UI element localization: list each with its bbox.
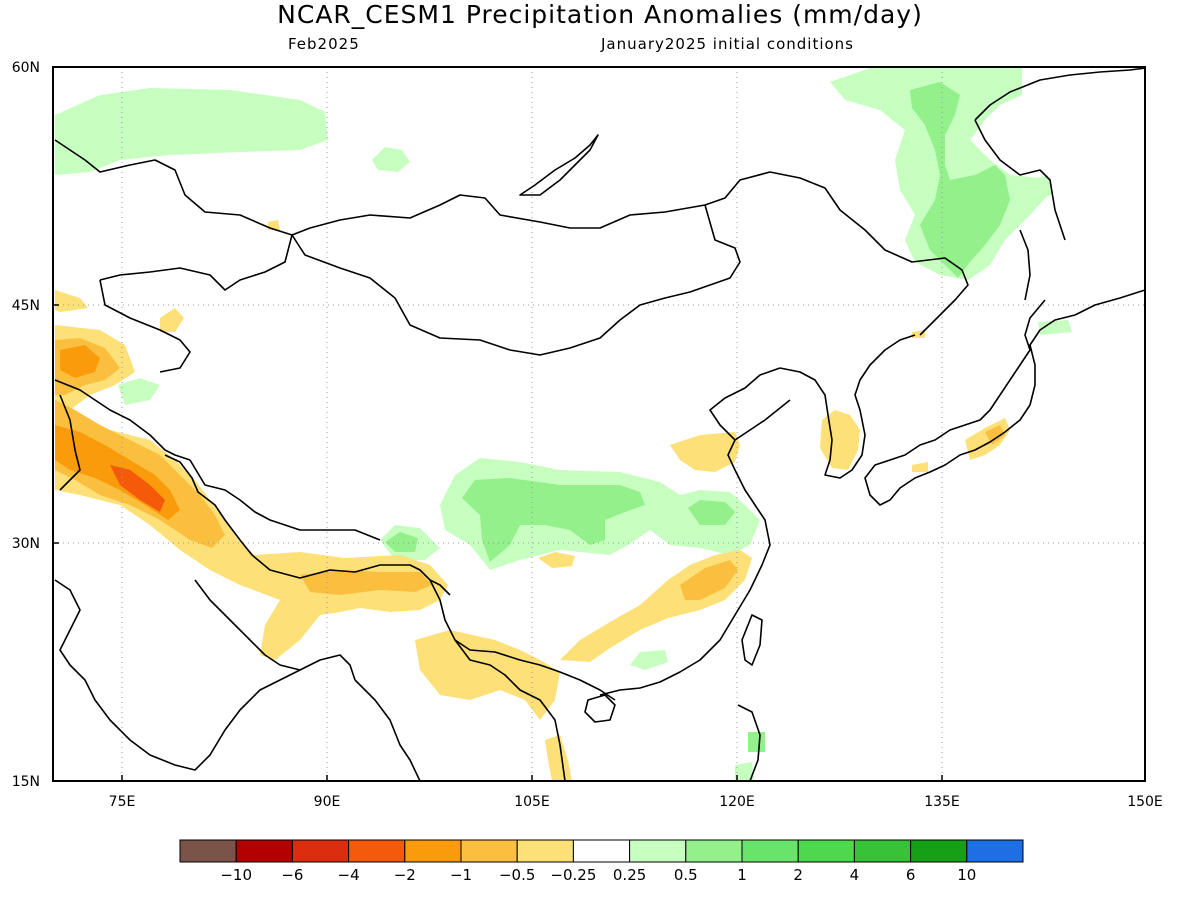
colorbar-label: −6 [281,866,303,884]
colorbar-label: 2 [793,866,803,884]
lat-label-15n: 15N [12,774,40,790]
anomaly-region-siberia-west [55,88,328,175]
anomaly-region-small-north [372,147,410,172]
anomaly-region-sichuan [538,552,575,568]
colorbar-label: −1 [450,866,472,884]
anomaly-region-luzon [735,762,754,781]
anomaly-region-pakistan-core [60,345,100,378]
lat-label-30n: 30N [12,536,40,552]
colorbar-swatch [629,839,687,863]
colorbar-label: −4 [338,866,360,884]
colorbar-swatch [348,839,406,863]
anomaly-region-korea [820,410,860,470]
map-frame [52,66,1146,782]
colorbar-swatch [910,839,968,863]
anomaly-region-hokkaido [1038,320,1072,335]
anomaly-region-hainan-north [630,650,668,670]
colorbar-label: −0.25 [550,866,596,884]
lon-label-90e: 90E [314,794,341,810]
anomaly-region-indochina [415,630,560,720]
colorbar-label: 1 [737,866,747,884]
lon-label-150e: 150E [1127,794,1163,810]
colorbar-label: 10 [957,866,976,884]
anomaly-region-fujian [680,560,738,600]
anomaly-region-japan-core [985,425,1005,445]
colorbar-swatch [741,839,799,863]
anomaly-region-yellow-river [670,432,740,472]
lat-label-60n: 60N [12,60,40,76]
anomaly-region-west-kazakh [55,290,88,312]
anomaly-region-bhutan [300,570,432,595]
anomaly-region-central-asia [160,308,184,332]
anomaly-region-sakhalin-north [1030,175,1052,198]
colorbar: −10 −6 −4 −2 −1 −0.5 −0.25 0.25 0.5 1 2 4 6 10 [179,839,1024,884]
graticule [53,67,1145,781]
anomaly-region-kazakh [118,378,160,405]
anomaly-region-kashmir-core [110,465,165,512]
initial-conditions-label: January2025 initial conditions [601,35,854,53]
map-title: NCAR_CESM1 Precipitation Anomalies (mm/d… [277,0,923,29]
colorbar-swatch [685,839,743,863]
colorbar-swatch [797,839,855,863]
anomaly-region-yangtze-east [688,500,735,525]
colorbar-swatch [853,839,912,863]
colorbar-swatch [291,839,350,863]
colorbar-label: −10 [220,866,252,884]
lon-label-135e: 135E [924,794,960,810]
axis-ticks [53,304,943,781]
colorbar-swatch [460,839,518,863]
colorbar-label: 0.5 [674,866,698,884]
colorbar-swatch [179,839,237,863]
anomaly-region-far-east-core [910,82,1010,278]
colorbar-label: 0.25 [613,866,646,884]
lon-label-75e: 75E [109,794,136,810]
anomaly-region-japan [965,418,1010,460]
colorbar-label: 6 [906,866,916,884]
lat-label-45n: 45N [12,298,40,314]
forecast-month: Feb2025 [288,35,360,53]
colorbar-label: −2 [394,866,416,884]
lon-label-120e: 120E [719,794,755,810]
anomaly-region-central-china-core [462,478,645,562]
anomaly-layer [55,68,1072,781]
anomaly-region-sakhalin-small [912,330,925,338]
colorbar-label: 4 [850,866,860,884]
anomaly-region-luzon-core [748,732,765,752]
lon-label-105e: 105E [514,794,550,810]
coastlines-borders [54,67,1145,781]
colorbar-label: −0.5 [499,866,535,884]
colorbar-swatch [516,839,574,863]
anomaly-region-vietnam [545,735,572,781]
anomaly-region-kyushu [912,462,928,472]
colorbar-swatch [235,839,293,863]
colorbar-swatch [572,839,631,863]
colorbar-swatch [966,839,1024,863]
anomaly-region-tibet-core [385,532,418,552]
colorbar-swatch [404,839,462,863]
